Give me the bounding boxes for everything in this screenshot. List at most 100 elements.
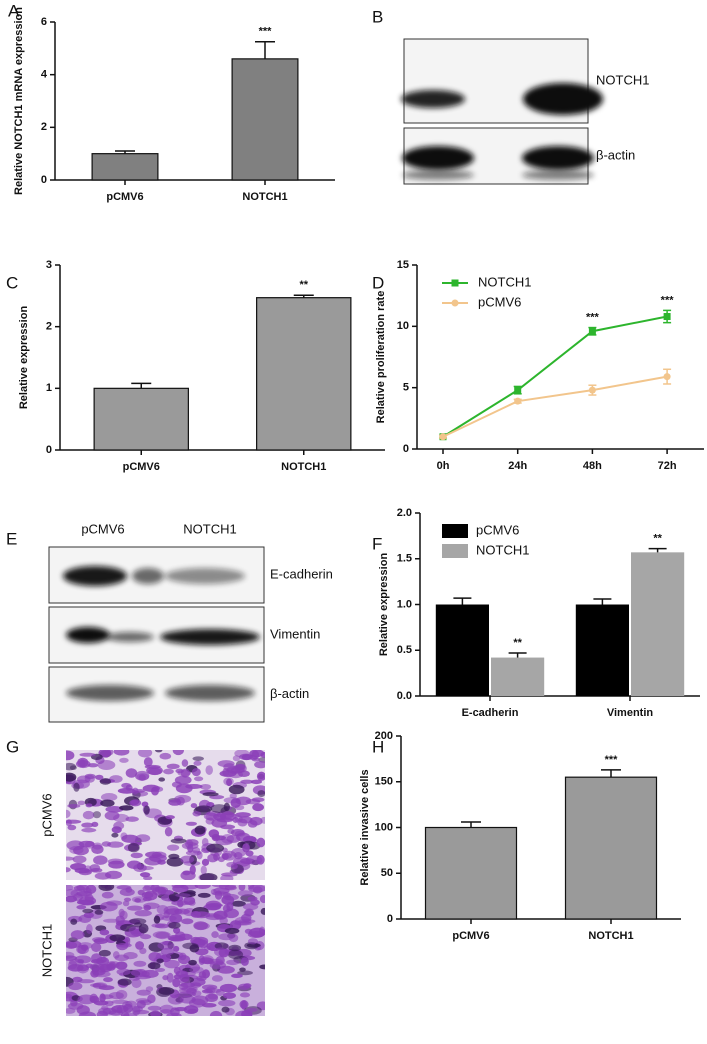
cell — [188, 959, 197, 966]
cell — [199, 783, 212, 790]
y-tick-label: 0 — [403, 443, 409, 455]
line — [442, 315, 668, 438]
panel-label: G — [6, 737, 19, 756]
x-tick-label: 72h — [658, 460, 677, 472]
x-tick-label: pCMV6 — [452, 930, 489, 942]
cell — [259, 895, 265, 904]
cell — [92, 936, 106, 943]
cell — [189, 966, 204, 974]
cell — [89, 864, 101, 872]
legend-swatch — [442, 524, 468, 538]
cell — [167, 994, 184, 1005]
cell — [188, 900, 196, 906]
cell — [237, 890, 253, 897]
cell — [104, 1000, 114, 1007]
cell — [239, 992, 251, 998]
cell — [250, 779, 263, 785]
cell — [251, 797, 265, 803]
cell — [85, 803, 93, 808]
cell — [153, 915, 161, 924]
cell — [143, 902, 160, 910]
y-tick-label: 6 — [41, 16, 47, 28]
cell — [161, 954, 172, 960]
x-tick-label: E-cadherin — [462, 707, 519, 719]
cell — [257, 790, 265, 797]
cell — [66, 895, 78, 903]
cell — [150, 885, 160, 892]
cell — [67, 803, 81, 808]
cell — [206, 843, 225, 853]
legend-marker — [451, 299, 459, 307]
cell — [146, 766, 163, 775]
cell — [84, 840, 95, 849]
cell — [147, 1005, 162, 1011]
cell — [192, 810, 202, 817]
panel-label: A — [8, 1, 20, 20]
x-tick-label: Vimentin — [607, 707, 654, 719]
panel-label: F — [372, 534, 382, 553]
cell — [226, 835, 241, 843]
blot-band — [160, 629, 260, 645]
y-tick-label: 0.0 — [397, 690, 412, 702]
cell — [66, 867, 71, 873]
bar — [424, 826, 518, 920]
cell — [260, 816, 265, 824]
cell — [157, 941, 175, 950]
line — [442, 375, 668, 438]
cell — [205, 913, 220, 918]
cell — [190, 982, 202, 988]
cell — [201, 837, 209, 847]
bar — [93, 387, 189, 451]
cell — [145, 851, 162, 858]
band-label: β-actin — [596, 147, 635, 162]
lane-label: pCMV6 — [81, 521, 124, 536]
cell — [173, 966, 181, 975]
cell — [79, 752, 96, 757]
cell — [154, 967, 166, 972]
cell — [221, 895, 235, 905]
cell — [178, 952, 187, 961]
cell — [77, 964, 89, 972]
cell — [76, 775, 91, 784]
cell — [180, 885, 199, 890]
bar — [256, 297, 352, 451]
cell — [240, 779, 254, 784]
cell — [140, 934, 152, 940]
cell — [141, 891, 154, 899]
cell — [187, 1008, 198, 1014]
cell — [243, 909, 255, 917]
band-label: β-actin — [270, 686, 309, 701]
cell — [193, 760, 202, 766]
cell — [228, 933, 239, 943]
cell — [195, 805, 213, 813]
y-tick-label: 5 — [403, 382, 409, 394]
cell — [228, 784, 245, 795]
cell — [77, 979, 95, 984]
cell — [242, 903, 259, 911]
y-tick-label: 1.5 — [397, 553, 412, 565]
cell — [125, 768, 138, 778]
cell — [150, 1010, 161, 1016]
cell — [170, 1007, 180, 1016]
cell — [198, 971, 207, 979]
legend-label: NOTCH1 — [476, 542, 529, 557]
cell — [117, 978, 132, 986]
panel-label: B — [372, 7, 383, 26]
cell — [78, 869, 92, 876]
y-tick-label: 150 — [375, 776, 393, 788]
cell — [191, 768, 201, 777]
cell — [94, 872, 112, 880]
cell — [70, 930, 85, 940]
cell — [134, 770, 150, 781]
significance: ** — [299, 279, 308, 291]
cell — [116, 942, 132, 948]
cell — [93, 855, 108, 865]
cell — [158, 777, 166, 782]
y-tick-label: 100 — [375, 821, 393, 833]
cell — [166, 844, 180, 851]
cell — [122, 1001, 133, 1010]
cell — [66, 856, 75, 861]
cell — [206, 903, 223, 908]
x-tick-label: NOTCH1 — [281, 461, 326, 473]
cell — [180, 855, 195, 864]
